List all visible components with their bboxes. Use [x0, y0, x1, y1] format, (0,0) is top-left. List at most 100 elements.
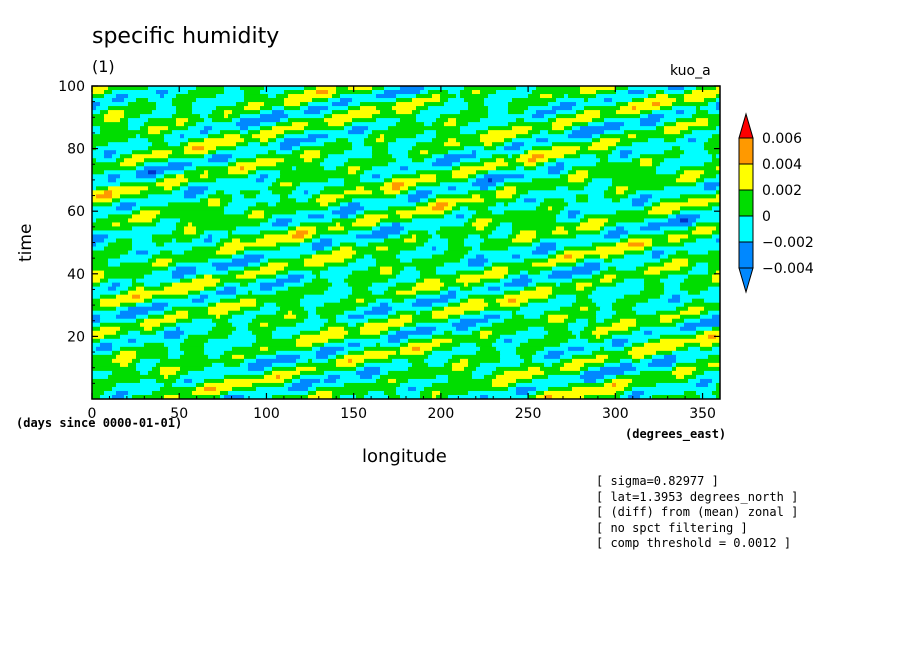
heatmap-cell	[500, 358, 525, 364]
heatmap-cell	[176, 174, 185, 179]
heatmap-cell	[504, 318, 549, 324]
heatmap-cell	[568, 326, 585, 332]
heatmap-cell	[120, 254, 153, 260]
heatmap-cell	[160, 250, 173, 256]
heatmap-cell	[696, 238, 717, 244]
heatmap-cell	[492, 266, 509, 272]
heatmap-cell	[460, 110, 489, 115]
heatmap-cell	[176, 370, 189, 376]
heatmap-cell	[168, 154, 205, 159]
heatmap-cell	[92, 346, 97, 352]
heatmap-cell	[480, 158, 497, 163]
heatmap-cell	[236, 250, 245, 256]
heatmap-cell	[92, 386, 113, 392]
heatmap-cell	[200, 130, 209, 135]
heatmap-cell	[256, 166, 293, 171]
heatmap-cell	[428, 106, 469, 111]
heatmap-cell	[232, 118, 241, 123]
heatmap-cell	[256, 170, 281, 175]
heatmap-cell	[708, 310, 720, 316]
heatmap-cell	[696, 182, 705, 187]
heatmap-cell	[476, 226, 485, 232]
heatmap-cell	[172, 306, 209, 312]
heatmap-cell	[344, 338, 389, 344]
heatmap-cell	[288, 386, 309, 392]
heatmap-cell	[604, 194, 629, 199]
heatmap-cell	[480, 310, 513, 316]
heatmap-cell	[464, 98, 485, 103]
heatmap-cell	[452, 166, 461, 171]
heatmap-cell	[684, 90, 693, 95]
heatmap-cell	[260, 174, 269, 179]
heatmap-cell	[576, 318, 589, 324]
heatmap-cell	[652, 110, 677, 115]
heatmap-cell	[524, 142, 553, 147]
heatmap-cell	[376, 246, 389, 252]
heatmap-cell	[496, 226, 513, 232]
heatmap-cell	[496, 186, 505, 191]
heatmap-cell	[232, 330, 253, 336]
heatmap-cell	[296, 322, 325, 328]
heatmap-cell	[484, 174, 525, 179]
heatmap-cell	[432, 310, 465, 316]
heatmap-cell	[336, 90, 373, 95]
heatmap-cell	[716, 186, 720, 191]
heatmap-cell	[656, 94, 669, 99]
heatmap-cell	[280, 198, 297, 203]
heatmap-cell	[244, 394, 273, 399]
heatmap-cell	[668, 274, 689, 280]
heatmap-cell	[276, 202, 321, 207]
heatmap-cell	[364, 210, 397, 216]
heatmap-cell	[264, 214, 273, 220]
heatmap-cell	[116, 238, 133, 244]
heatmap-cell	[672, 294, 681, 300]
heatmap-cell	[132, 278, 137, 284]
heatmap-cell	[156, 170, 165, 175]
heatmap-cell	[224, 378, 285, 384]
heatmap-cell	[108, 242, 133, 248]
heatmap-cell	[304, 238, 313, 244]
heatmap-cell	[184, 338, 209, 344]
heatmap-cell	[616, 282, 645, 288]
heatmap-cell	[400, 326, 417, 332]
heatmap-cell	[116, 354, 137, 360]
heatmap-cell	[392, 174, 421, 179]
colorbar-box	[738, 215, 754, 243]
heatmap-cell	[644, 242, 653, 248]
heatmap-cell	[416, 246, 433, 252]
heatmap-cell	[652, 254, 661, 260]
heatmap-cell	[556, 246, 565, 252]
heatmap-cell	[236, 226, 289, 232]
heatmap-cell	[432, 390, 441, 396]
heatmap-cell	[628, 86, 669, 91]
heatmap-cell	[592, 274, 605, 280]
heatmap-cell	[400, 86, 425, 91]
heatmap-cell	[668, 86, 685, 91]
heatmap-cell	[688, 378, 701, 384]
heatmap-cell	[700, 214, 720, 220]
heatmap-cell	[556, 294, 577, 300]
annotation-line: [ (diff) from (mean) zonal ]	[596, 505, 799, 519]
heatmap-cell	[588, 198, 613, 203]
heatmap-cell	[488, 126, 513, 131]
heatmap-cell	[528, 302, 573, 308]
heatmap-cell	[288, 230, 297, 236]
heatmap-cell	[388, 394, 401, 399]
heatmap-cell	[560, 102, 577, 107]
heatmap-cell	[544, 394, 553, 399]
heatmap-cell	[688, 258, 720, 264]
heatmap-cell	[356, 234, 389, 240]
heatmap-cell	[300, 330, 321, 336]
heatmap-cell	[328, 178, 345, 183]
heatmap-cell	[116, 390, 129, 396]
heatmap-cell	[268, 138, 277, 143]
heatmap-cell	[364, 170, 417, 175]
heatmap-cell	[604, 346, 625, 352]
heatmap-cell	[368, 134, 381, 139]
heatmap-cell	[628, 338, 649, 344]
heatmap-cell	[572, 254, 585, 260]
heatmap-cell	[136, 314, 149, 320]
heatmap-cell	[280, 174, 361, 179]
heatmap-cell	[668, 238, 681, 244]
